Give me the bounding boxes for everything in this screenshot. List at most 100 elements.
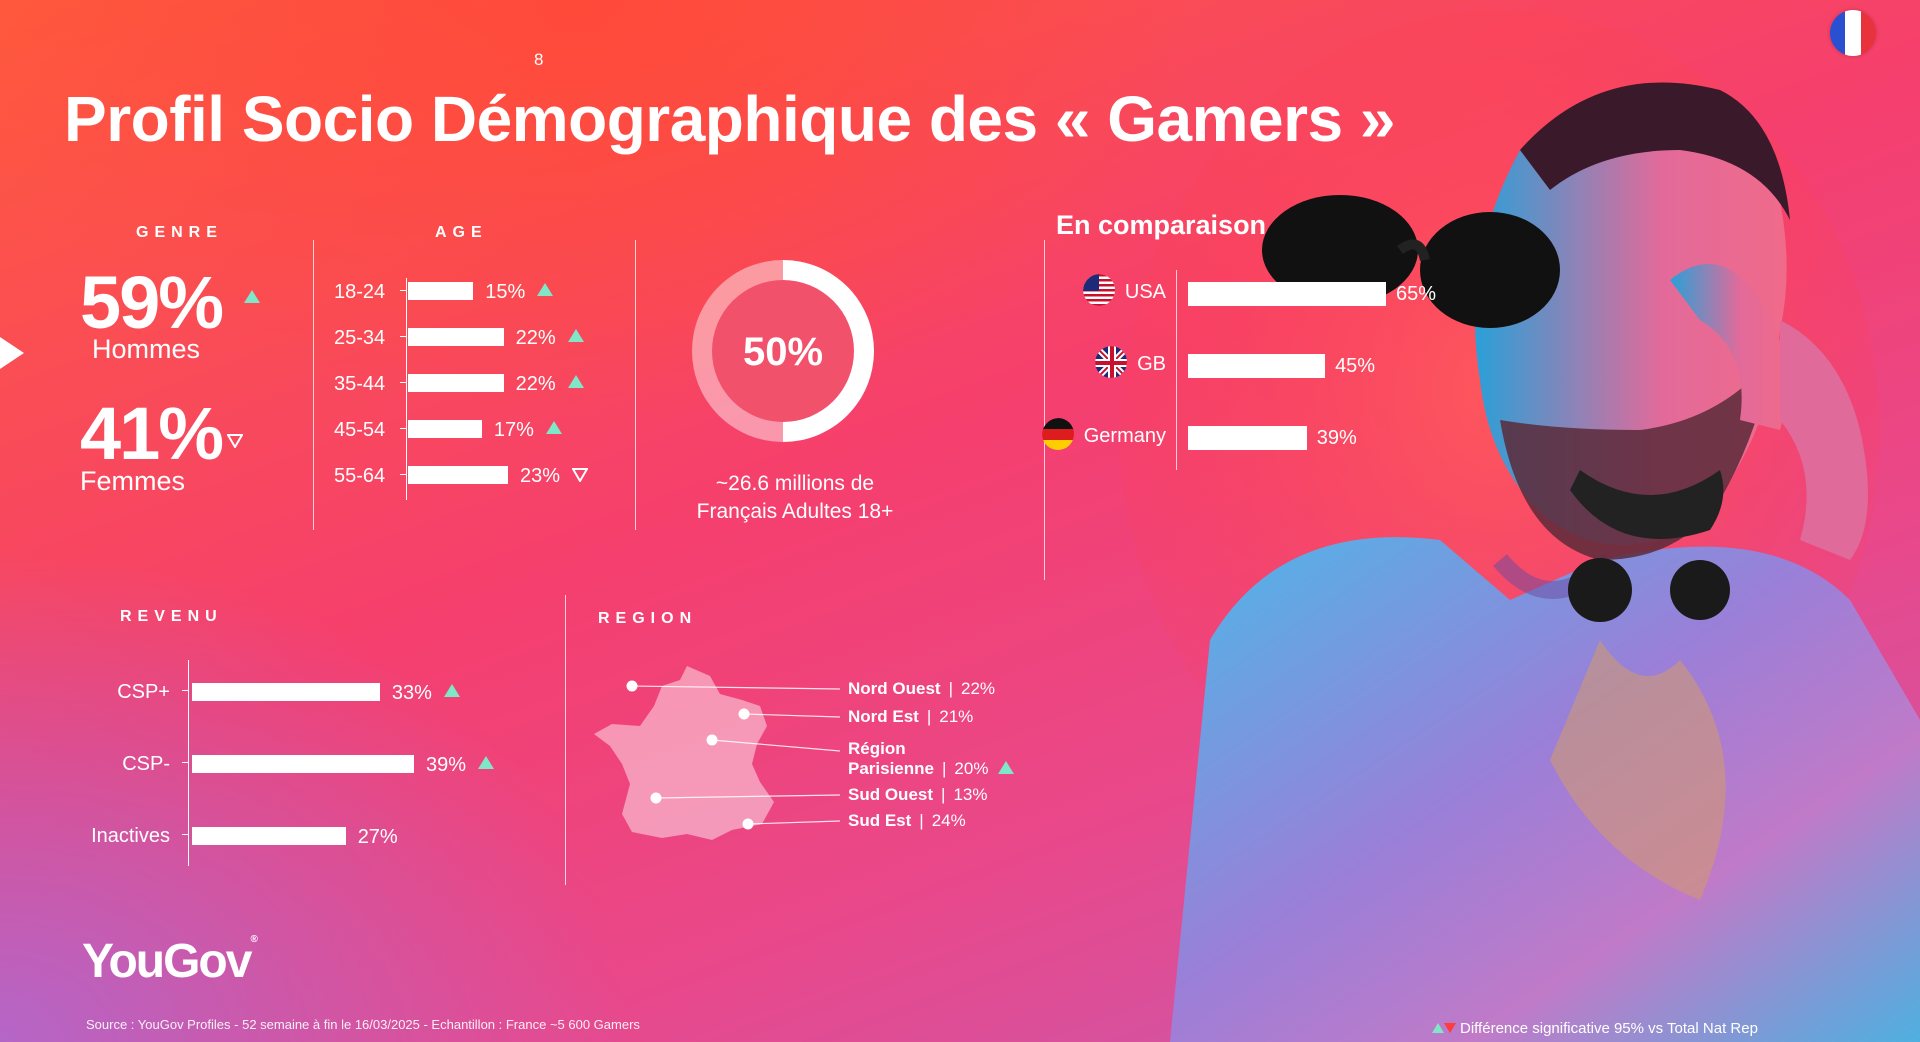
- revenu-tick: [182, 690, 188, 691]
- region-name: Nord Ouest: [848, 679, 941, 698]
- revenu-value-label: 27%: [357, 826, 398, 848]
- divider: [1044, 240, 1045, 580]
- triangle-up-icon: [998, 761, 1015, 774]
- region-value: 21%: [939, 707, 974, 726]
- divider: [565, 595, 566, 885]
- region-separator: |: [948, 679, 953, 698]
- region-leader: [738, 708, 841, 720]
- page-number: 8: [534, 50, 544, 69]
- age-category-label: 18-24: [334, 281, 386, 303]
- penetration-caption: ~26.6 millions de Français Adultes 18+: [640, 470, 950, 526]
- genre-women-label: Femmes: [80, 466, 186, 496]
- comparison-value-label: 65%: [1396, 283, 1437, 305]
- triangle-up-icon: [244, 290, 260, 303]
- age-tick: [400, 428, 406, 429]
- age-value-label: 22%: [515, 373, 556, 395]
- significance-legend: Différence significative 95% vs Total Na…: [1432, 1020, 1758, 1037]
- triangle-up-icon: [1432, 1023, 1444, 1033]
- revenu-value-label: 39%: [426, 754, 467, 776]
- penetration-caption-line1: ~26.6 millions de: [715, 472, 875, 495]
- comparison-axis: [1176, 270, 1177, 470]
- region-separator: |: [942, 759, 947, 778]
- triangle-up-icon: [567, 329, 584, 342]
- genre-men-value: 59%: [80, 261, 224, 344]
- region-row: Région Parisienne | 20%: [848, 739, 1015, 779]
- region-heading: REGION: [598, 610, 698, 627]
- triangle-up-icon: [537, 283, 554, 296]
- france-flag-icon: [1830, 10, 1876, 56]
- triangle-down-icon: [1444, 1023, 1456, 1033]
- region-name: Région: [848, 739, 906, 758]
- genre-women-value: 41%: [80, 392, 224, 475]
- revenu-bar: [192, 827, 346, 845]
- age-tick: [400, 290, 406, 291]
- revenu-tick: [182, 834, 188, 835]
- comparison-title: En comparaison: [1056, 210, 1267, 240]
- region-value: 22%: [960, 679, 996, 698]
- divider: [313, 240, 314, 530]
- revenu-tick: [182, 762, 188, 763]
- revenu-bar: [192, 683, 380, 701]
- age-value-label: 22%: [515, 327, 556, 349]
- footer-source: Source : YouGov Profiles - 52 semaine à …: [86, 1017, 640, 1032]
- revenu-chart: CSP+ 33% CSP- 39% Inactives 27%: [80, 660, 520, 870]
- age-tick: [400, 474, 406, 475]
- age-category-label: 55-64: [334, 465, 386, 487]
- play-arrow-icon: [0, 337, 24, 369]
- uk-flag-icon: [1095, 346, 1127, 378]
- yougov-logo: YouGov®: [82, 934, 258, 989]
- revenu-category-label: Inactives: [91, 825, 170, 847]
- age-bar: [408, 328, 504, 346]
- region-leader: [650, 792, 841, 804]
- revenu-axis: [188, 660, 189, 866]
- region-leader: [742, 818, 841, 830]
- region-leader: [626, 680, 841, 692]
- age-chart: 18-24 15% 25-34 22% 35-44 22% 45-54 17% 55-64 23%: [330, 278, 630, 508]
- age-tick: [400, 382, 406, 383]
- age-category-label: 35-44: [334, 373, 386, 395]
- region-row: Nord Ouest | 22%: [848, 679, 995, 699]
- region-name: Sud Ouest: [848, 785, 934, 804]
- comparison-chart: USA 65% GB 45% Germany 39%: [1042, 270, 1446, 470]
- revenu-category-label: CSP-: [122, 753, 170, 775]
- revenu-category-label: CSP+: [117, 681, 170, 703]
- region-value: 24%: [931, 811, 966, 830]
- age-bar: [408, 420, 482, 438]
- genre-heading: GENRE: [136, 224, 223, 241]
- penetration-caption-line2: Français Adultes 18+: [696, 500, 894, 523]
- triangle-up-icon: [567, 375, 584, 388]
- age-heading: AGE: [435, 224, 488, 241]
- region-leader-lines: [626, 680, 841, 830]
- usa-flag-icon: [1083, 274, 1115, 306]
- age-value-label: 17%: [493, 419, 534, 441]
- logo-text: YouGov: [82, 935, 252, 988]
- comparison-value-label: 39%: [1316, 427, 1357, 449]
- triangle-up-icon: [478, 756, 494, 769]
- age-bar: [408, 282, 474, 300]
- region-name: Nord Est: [848, 707, 919, 726]
- age-bar: [408, 466, 508, 484]
- triangle-down-icon: [227, 434, 243, 448]
- region-leader: [706, 734, 841, 752]
- region-name: Parisienne: [848, 759, 934, 778]
- logo-mark: ®: [250, 934, 258, 945]
- comparison-category-label: Germany: [1083, 425, 1166, 447]
- penetration-donut: [692, 260, 874, 442]
- region-separator: |: [919, 811, 924, 830]
- region-value: 20%: [954, 759, 989, 778]
- region-separator: |: [941, 785, 946, 804]
- triangle-up-icon: [545, 421, 562, 434]
- legend-note-text: Différence significative 95% vs Total Na…: [1460, 1020, 1758, 1037]
- region-row: Sud Ouest | 13%: [848, 785, 987, 805]
- revenu-heading: REVENU: [120, 608, 223, 625]
- genre-men-label: Hommes: [92, 334, 201, 364]
- germany-flag-icon: [1042, 418, 1074, 450]
- region-value: 13%: [953, 785, 988, 804]
- comparison-bar: [1188, 354, 1326, 378]
- region-separator: |: [926, 707, 932, 726]
- revenu-value-label: 33%: [391, 682, 432, 704]
- comparison-category-label: GB: [1137, 353, 1166, 375]
- age-value-label: 23%: [520, 465, 561, 487]
- comparison-category-label: USA: [1124, 281, 1166, 303]
- region-row: Sud Est | 24%: [848, 811, 966, 831]
